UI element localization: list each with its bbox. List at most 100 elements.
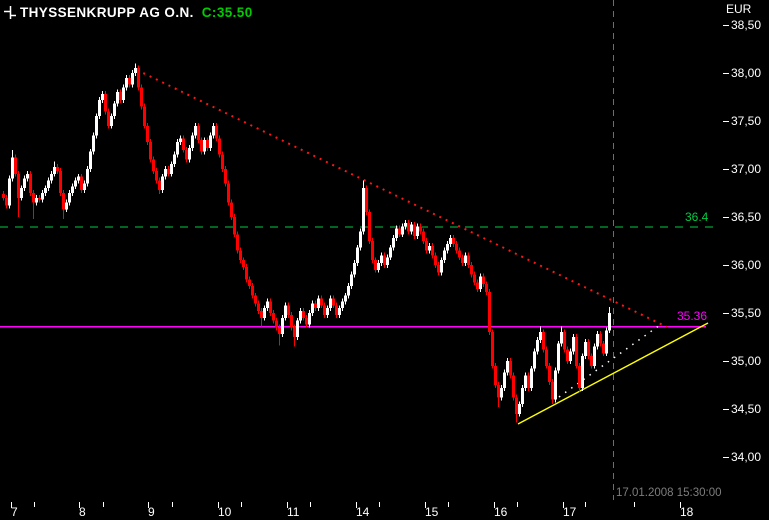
candle-body [251, 286, 254, 296]
candle-body [113, 103, 116, 117]
price-axis-label: 38,50 [731, 18, 762, 32]
time-axis-label: 15 [425, 505, 439, 519]
candle-body [467, 255, 470, 265]
candle-body [266, 301, 269, 309]
candle-body [191, 135, 194, 148]
inner-uptrend-line[interactable] [558, 324, 661, 398]
chart-legend[interactable]: THYSSENKRUPP AG O.N. C:35.50 [2, 4, 253, 20]
candle-body [398, 228, 401, 235]
price-axis-label: 36,50 [731, 210, 762, 224]
candle-body [185, 149, 188, 160]
candle-body [233, 217, 236, 235]
candle-body [173, 154, 176, 165]
candle-body [257, 303, 260, 312]
candle-body [488, 291, 491, 333]
time-axis-label: 8 [79, 505, 86, 519]
candle-body [35, 197, 38, 203]
candle-body [50, 173, 53, 181]
support-level-label: 35.36 [677, 309, 708, 323]
candle-body [299, 311, 302, 321]
instrument-name: THYSSENKRUPP AG O.N. [20, 4, 194, 20]
candle-body [317, 298, 320, 309]
candle-body [311, 303, 314, 313]
candle-body [83, 183, 86, 191]
candle-body [209, 135, 212, 148]
price-axis-label: 36,00 [731, 258, 762, 272]
candle-body [545, 349, 548, 366]
candle-body [110, 116, 113, 126]
candle-body [248, 279, 251, 287]
candle-body [548, 365, 551, 383]
candle-body [161, 176, 164, 191]
candle-body [341, 301, 344, 309]
candle-body [242, 260, 245, 267]
candle-body [29, 173, 32, 193]
candle-body [452, 238, 455, 244]
candle-body [239, 250, 242, 261]
candle-body [578, 365, 581, 388]
candle-body [344, 295, 347, 302]
uptrend-support-line[interactable] [517, 322, 709, 425]
downtrend-resistance-line[interactable] [136, 69, 668, 328]
candle-body [71, 186, 74, 193]
candle-body [146, 125, 149, 143]
candle-body [440, 260, 443, 273]
candle-body [221, 154, 224, 169]
candle-body [8, 178, 11, 206]
drag-handle-icon[interactable] [2, 4, 16, 20]
candle-body [365, 188, 368, 213]
price-axis-label: 37,50 [731, 114, 762, 128]
candle-body [602, 343, 605, 354]
candle-body [179, 138, 182, 143]
candle-body [482, 276, 485, 285]
candle-body [74, 180, 77, 187]
candle-body [98, 99, 101, 117]
candle-body [122, 87, 125, 100]
candle-body [47, 180, 50, 189]
time-axis-label: 11 [287, 505, 300, 519]
candle-body [476, 282, 479, 289]
candle-body [176, 142, 179, 155]
time-axis-label: 10 [218, 505, 232, 519]
candle-body [140, 87, 143, 107]
candle-body [362, 188, 365, 232]
candle-body [77, 176, 80, 181]
candle-body [200, 140, 203, 152]
candle-body [470, 265, 473, 275]
candle-body [458, 250, 461, 258]
candle-body [212, 125, 215, 136]
candle-body [515, 397, 518, 414]
candle-body [449, 238, 452, 244]
candle-body [503, 372, 506, 388]
candle-body [86, 169, 89, 184]
candle-body [566, 349, 569, 361]
candle-body [164, 169, 167, 177]
candle-body [530, 368, 533, 388]
candle-body [101, 94, 104, 100]
candle-body [329, 298, 332, 309]
candle-body [419, 226, 422, 232]
candle-body [569, 351, 572, 361]
candle-body [392, 238, 395, 248]
candle-body [323, 305, 326, 315]
candle-body [128, 77, 131, 85]
price-axis-label: 34,00 [731, 450, 762, 464]
price-axis-label: 37,00 [731, 162, 762, 176]
time-axis-label: 17 [563, 505, 577, 519]
candle-body [371, 241, 374, 261]
candle-body [65, 202, 68, 210]
candle-body [260, 311, 263, 318]
candle-body [497, 385, 500, 398]
candle-body [443, 250, 446, 261]
candle-body [533, 351, 536, 369]
candle-body [62, 193, 65, 210]
candle-body [20, 188, 23, 198]
time-axis-label: 9 [148, 505, 155, 519]
candle-body [389, 247, 392, 258]
candle-body [335, 305, 338, 315]
candle-body [395, 228, 398, 239]
candle-body [512, 375, 515, 398]
candle-body [155, 170, 158, 181]
